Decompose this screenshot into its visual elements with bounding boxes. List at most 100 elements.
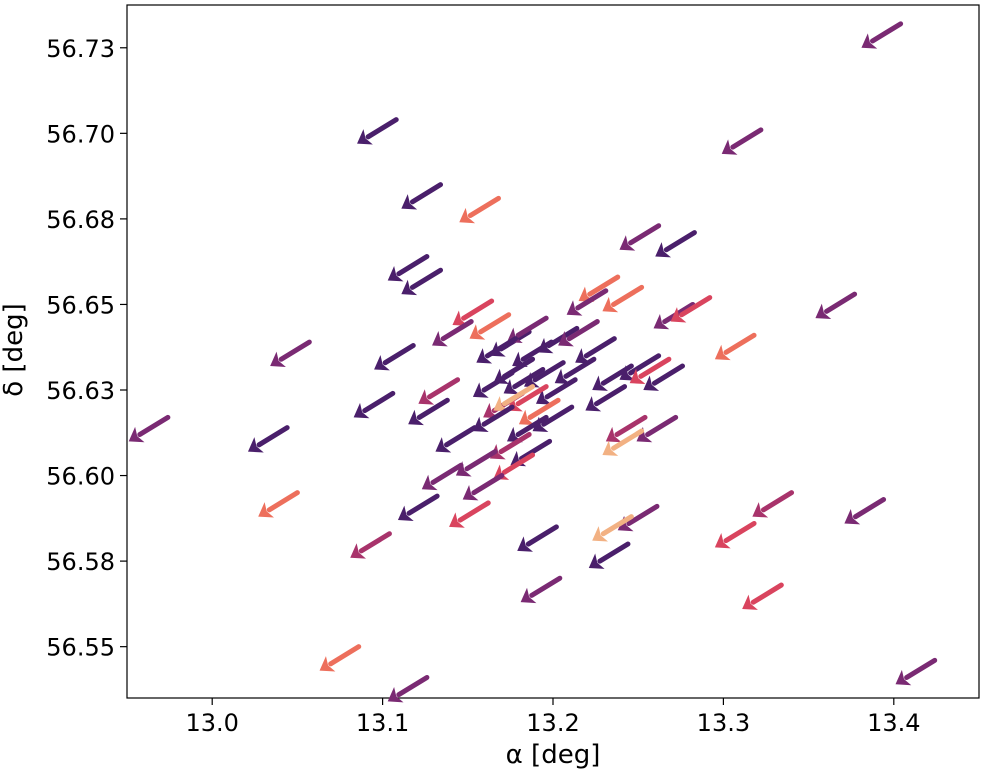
- y-tick-label: 56.55: [46, 634, 115, 662]
- arrow-shaft: [409, 182, 444, 205]
- quiver-arrow: [619, 353, 662, 381]
- arrow-shaft: [628, 223, 662, 246]
- quiver-arrow: [459, 195, 501, 224]
- quiver-arrow: [387, 254, 430, 282]
- arrow-head: [452, 310, 469, 326]
- arrow-head: [472, 382, 489, 398]
- arrow-head: [653, 313, 670, 330]
- quiver-arrow: [452, 298, 495, 326]
- arrow-shaft: [382, 343, 416, 366]
- quiver-arrow: [617, 503, 660, 532]
- arrow-shaft: [512, 366, 546, 390]
- arrow-head: [350, 543, 367, 559]
- arrow-shaft: [600, 514, 634, 537]
- arrow-shaft: [365, 117, 399, 140]
- arrow-shaft: [525, 524, 559, 547]
- arrow-shaft: [478, 312, 512, 335]
- arrow-shaft: [597, 541, 631, 564]
- arrow-head: [714, 344, 731, 361]
- plot-frame: [126, 4, 980, 699]
- arrow-shaft: [256, 425, 290, 448]
- arrow-head: [588, 553, 605, 569]
- arrow-head: [752, 502, 769, 518]
- arrow-head: [895, 669, 912, 686]
- arrow-shaft: [501, 452, 536, 475]
- arrow-head: [462, 485, 479, 501]
- arrow-shaft: [529, 575, 563, 598]
- quiver-arrow: [432, 319, 474, 347]
- arrow-head: [742, 594, 758, 610]
- arrow-head: [592, 526, 608, 542]
- arrow-shaft: [563, 356, 597, 379]
- quiver-arrow: [558, 319, 600, 347]
- arrow-head: [605, 426, 622, 443]
- arrow-shaft: [464, 449, 498, 472]
- arrow-head: [374, 355, 390, 371]
- arrow-head: [714, 532, 731, 549]
- quiver-arrow: [506, 414, 549, 443]
- arrow-head: [401, 194, 418, 210]
- arrow-shaft: [651, 363, 686, 386]
- quiver-arrow: [517, 524, 559, 552]
- arrow-shaft: [457, 500, 491, 523]
- arrow-shaft: [723, 520, 757, 544]
- y-tick-label: 56.68: [46, 206, 115, 234]
- arrows-layer: [128, 21, 938, 703]
- arrow-head: [655, 242, 672, 258]
- x-tick-label: 13.0: [185, 709, 238, 737]
- quiver-arrow: [472, 370, 515, 398]
- arrow-shaft: [440, 319, 474, 342]
- arrow-shaft: [520, 339, 554, 362]
- arrow-shaft: [467, 195, 501, 219]
- quiver-arrow: [503, 366, 546, 395]
- arrow-shaft: [515, 414, 549, 438]
- arrow-shaft: [501, 384, 536, 407]
- arrow-head: [483, 402, 499, 419]
- y-tick-label: 56.60: [46, 463, 115, 491]
- arrow-head: [619, 365, 636, 381]
- arrow-head: [592, 375, 608, 391]
- quiver-arrow: [605, 414, 648, 443]
- quiver-arrow: [670, 295, 713, 323]
- arrow-head: [270, 351, 286, 367]
- quiver-arrow: [629, 356, 672, 385]
- quiver-arrow: [752, 490, 795, 518]
- y-tick-label: 56.73: [46, 35, 115, 63]
- quiver-arrow: [643, 363, 686, 391]
- arrow-shaft: [566, 319, 600, 342]
- quiver-arrow: [258, 490, 300, 518]
- arrow-shaft: [515, 315, 549, 338]
- arrow-head: [566, 300, 583, 316]
- quiver-arrow: [493, 384, 536, 412]
- arrow-head: [506, 426, 523, 443]
- quiver-arrow: [510, 438, 553, 467]
- arrow-head: [435, 437, 452, 453]
- quiver-arrow: [535, 377, 578, 405]
- arrow-shaft: [471, 473, 505, 496]
- x-tick-label: 13.3: [697, 709, 750, 737]
- quiver-arrow: [520, 575, 563, 604]
- arrow-head: [558, 331, 574, 347]
- quiver-arrow: [714, 520, 757, 549]
- arrow-head: [459, 207, 476, 224]
- y-tick-label: 56.65: [46, 291, 115, 319]
- arrow-shaft: [527, 397, 561, 420]
- arrow-head: [401, 279, 418, 296]
- arrow-shaft: [396, 254, 430, 277]
- arrow-shaft: [760, 490, 795, 513]
- quiver-arrow: [489, 431, 532, 460]
- arrow-shaft: [358, 531, 392, 554]
- arrow-shaft: [541, 404, 575, 427]
- arrow-head: [629, 368, 646, 385]
- arrow-shaft: [444, 425, 478, 448]
- arrow-head: [844, 509, 861, 525]
- arrow-shaft: [461, 298, 495, 321]
- arrow-head: [585, 396, 602, 412]
- x-axis-label: α [deg]: [506, 740, 601, 770]
- arrow-head: [602, 296, 619, 313]
- quiver-arrow: [566, 288, 609, 316]
- arrow-head: [617, 515, 634, 532]
- arrow-shaft: [663, 230, 697, 253]
- arrow-shaft: [396, 674, 430, 698]
